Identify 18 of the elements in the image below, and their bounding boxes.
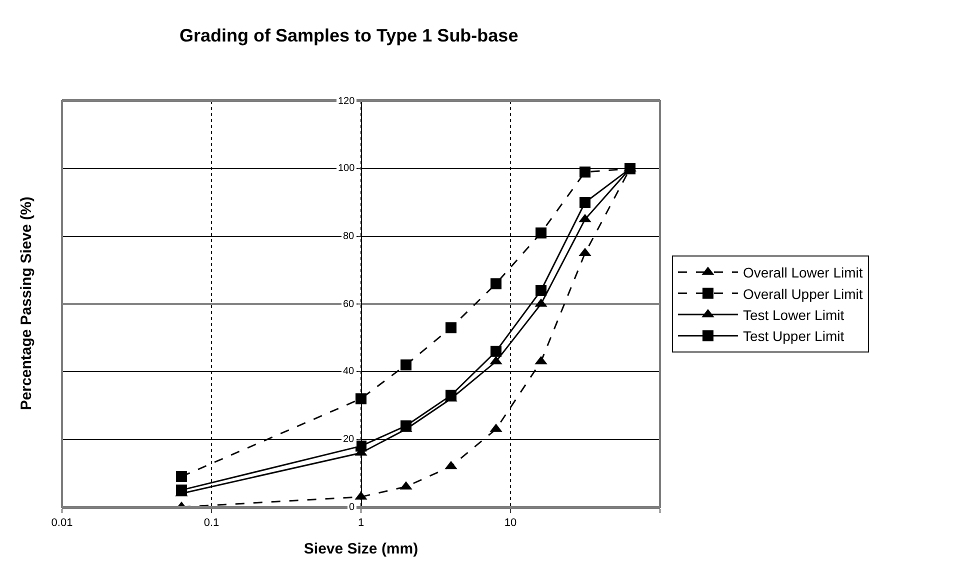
x-tick-label: 0.1	[204, 517, 220, 530]
y-tick-label: 100	[338, 163, 356, 174]
legend-label: Test Lower Limit	[742, 306, 844, 323]
y-tick-label: 0	[349, 502, 355, 513]
x-tick-label: 0.01	[51, 517, 73, 530]
legend-label: Overall Lower Limit	[742, 264, 863, 281]
y-tick-label: 120	[338, 96, 356, 107]
y-axis-title: Percentage Passing Sieve (%)	[18, 196, 36, 410]
y-tick-label: 40	[343, 366, 355, 377]
x-axis-title: Sieve Size (mm)	[304, 540, 418, 558]
x-tick-label: 1	[358, 517, 364, 530]
y-tick-label: 80	[343, 231, 355, 242]
legend-label: Overall Upper Limit	[742, 286, 863, 302]
legend-label: Test Upper Limit	[742, 328, 844, 344]
chart-title: Grading of Samples to Type 1 Sub-base	[179, 25, 518, 46]
y-tick-label: 60	[343, 299, 355, 310]
y-tick-label: 20	[343, 434, 355, 445]
x-tick-label: 10	[504, 517, 517, 530]
